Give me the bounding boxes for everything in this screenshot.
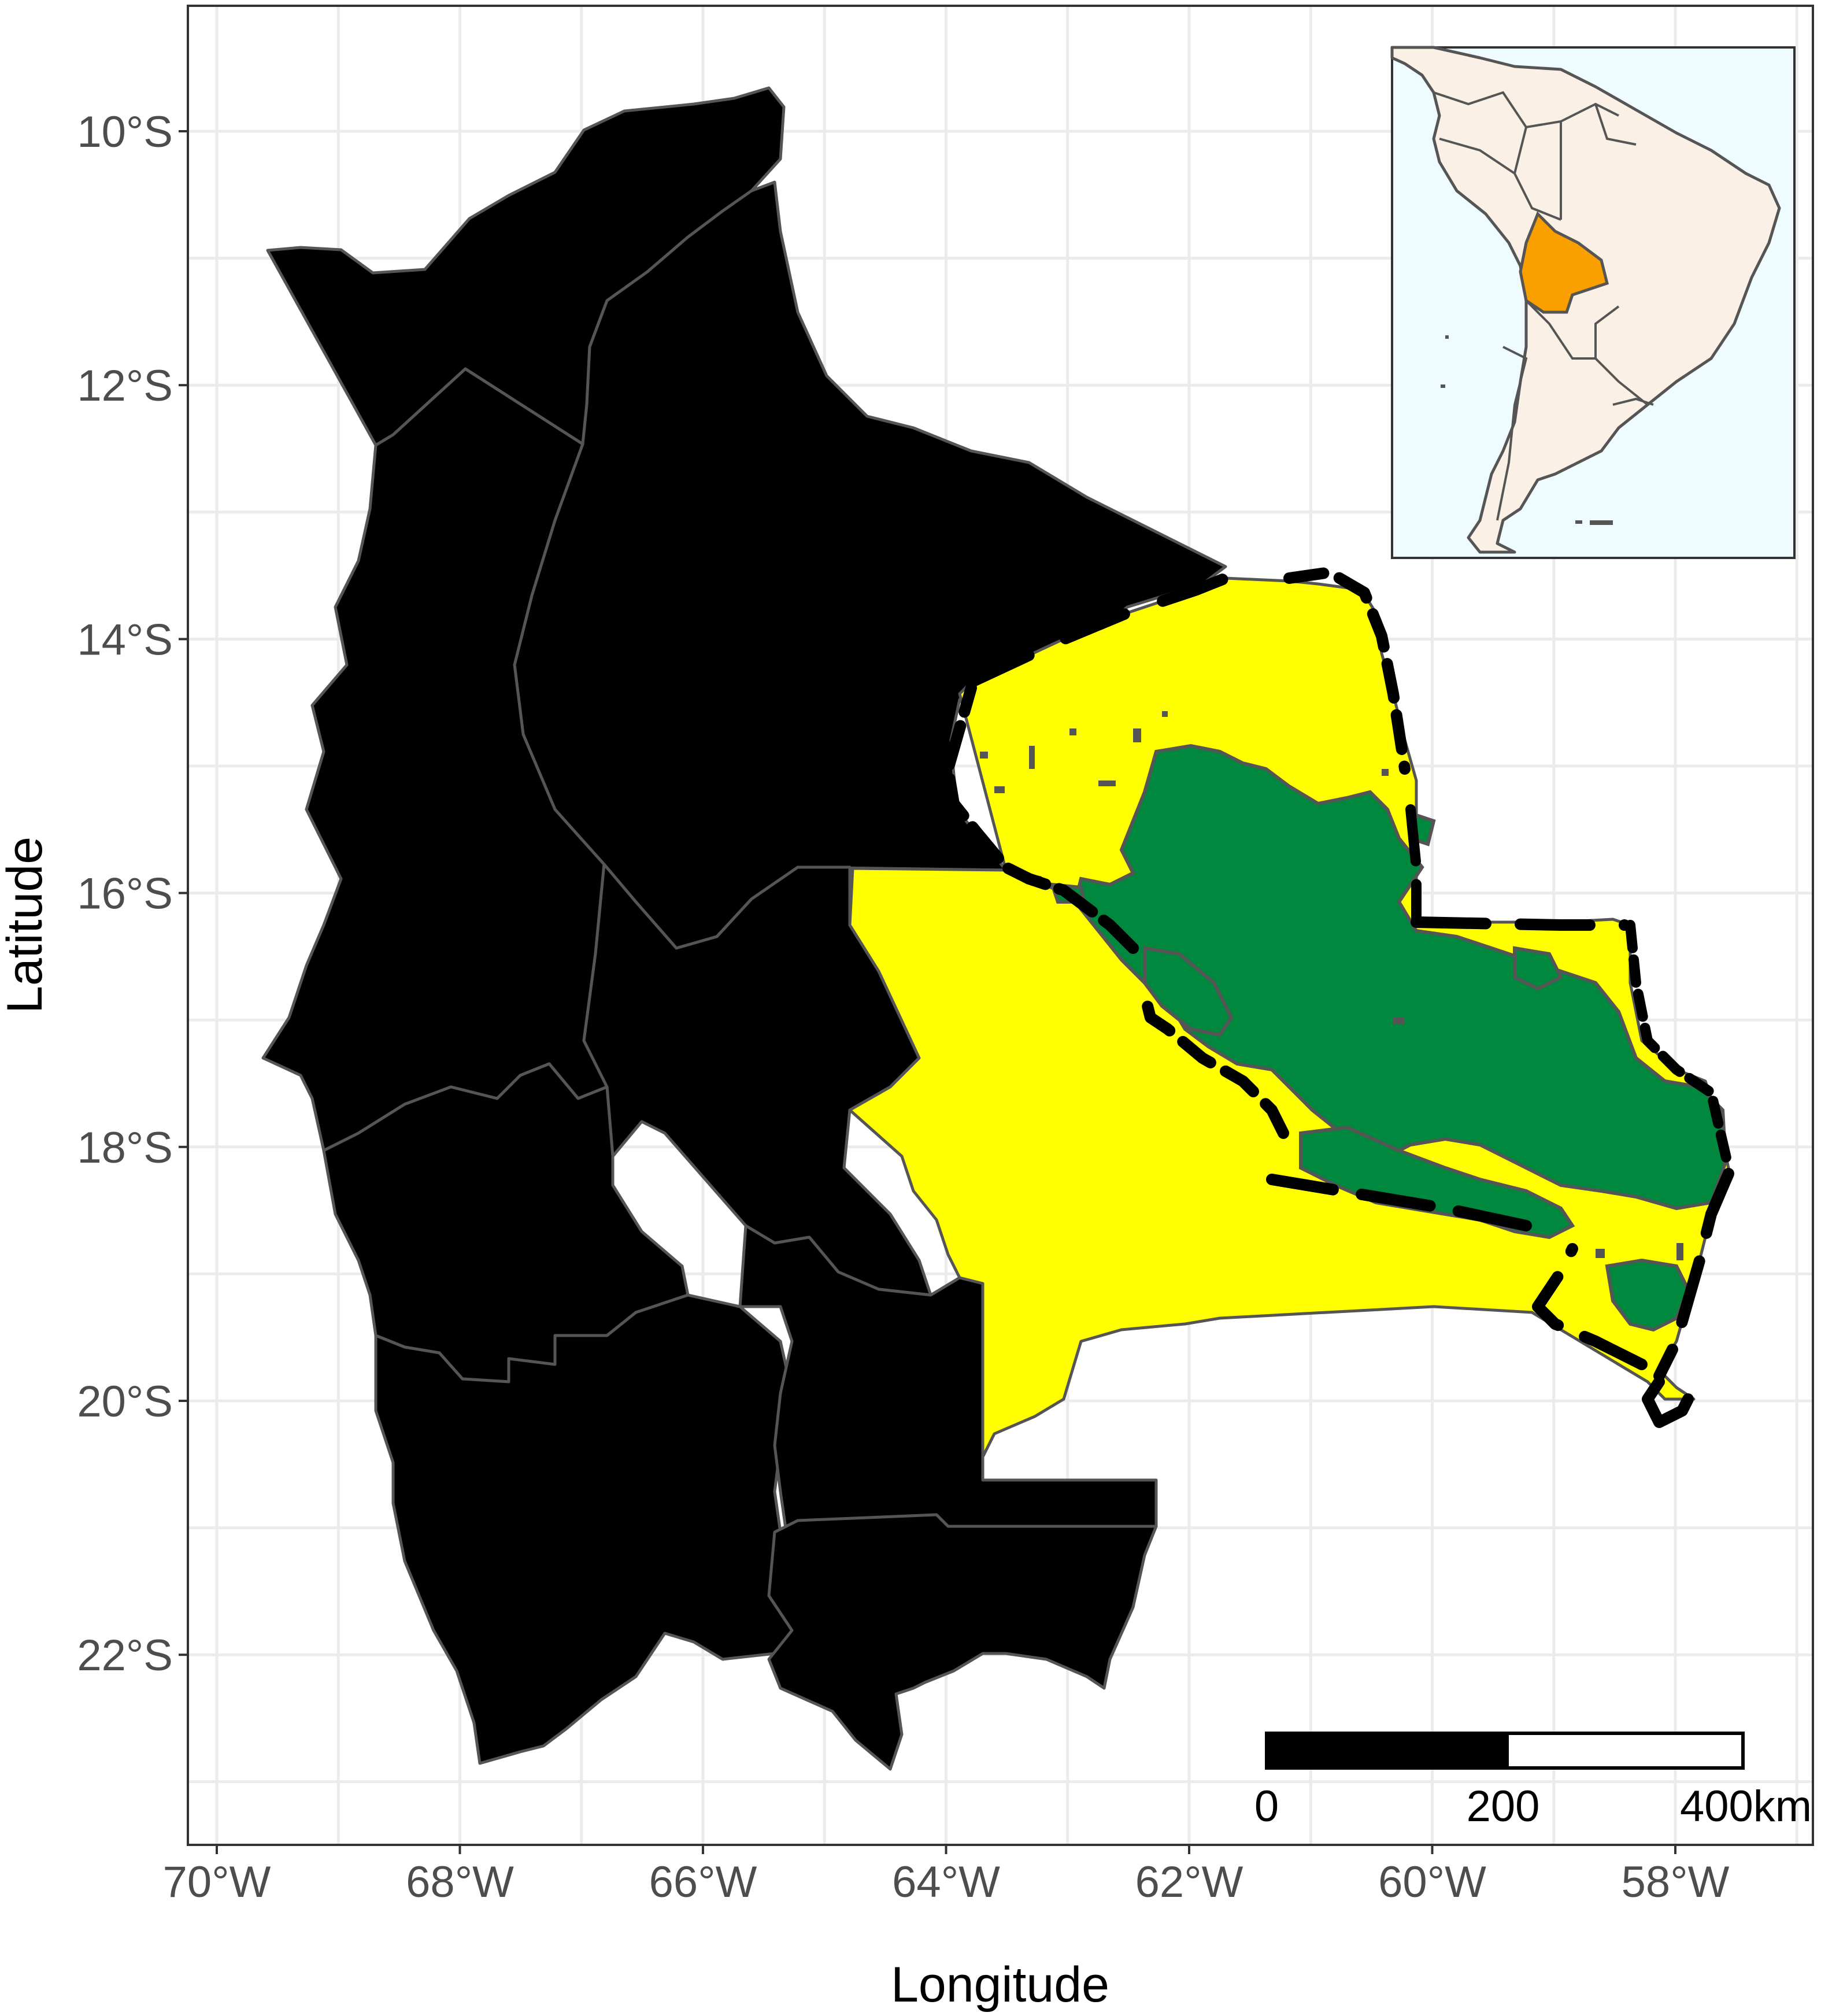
department-tarija [767, 1513, 1158, 1771]
y-tick-label: 14°S [77, 615, 173, 664]
study-area-outline-east-drop [1405, 804, 1422, 924]
scale-bar-black-segment [1265, 1732, 1509, 1770]
study-area-outline-east [1625, 920, 1734, 1173]
inset-border [1496, 346, 1528, 521]
forest-patch-west [1143, 946, 1234, 1037]
speck [980, 752, 988, 759]
inset-borders [1433, 91, 1654, 521]
study-area-outline-southern-tip [1642, 1376, 1694, 1428]
inset-island [1590, 520, 1613, 525]
x-axis-title: Longitude [891, 1957, 1109, 2013]
speck [1393, 1018, 1405, 1024]
study-area-outline-northeast [1283, 567, 1411, 775]
inset-border [1612, 397, 1654, 406]
inset-south-america [1390, 46, 1781, 554]
y-tick-label: 20°S [77, 1377, 173, 1426]
x-axis-ticks: 70°W 68°W 66°W 64°W 62°W 60°W 58°W [163, 1845, 1730, 1907]
x-tick-label: 66°W [649, 1858, 757, 1907]
speck [1676, 1243, 1683, 1260]
x-tick-label: 60°W [1378, 1858, 1486, 1907]
y-tick-label: 12°S [77, 361, 173, 410]
inset-map [1390, 46, 1796, 559]
inset-islands [1441, 335, 1613, 525]
department-cochabamba [582, 863, 932, 1297]
x-tick-label: 64°W [892, 1858, 1000, 1907]
x-tick-label: 68°W [406, 1858, 514, 1907]
scale-bar-label-0: 0 [1254, 1782, 1279, 1831]
department-boundary-line [464, 367, 584, 446]
forest-patch-main [1073, 743, 1728, 1211]
x-tick-label: 62°W [1135, 1858, 1243, 1907]
speck [1162, 711, 1168, 717]
speck [1069, 728, 1076, 735]
y-tick-label: 16°S [77, 870, 173, 919]
inset-island [1445, 335, 1449, 339]
speck [1596, 1249, 1605, 1258]
scale-bar-white-segment [1505, 1732, 1745, 1770]
forest-patches-layer [1049, 743, 1728, 1332]
study-area-outline-southeast [1653, 1168, 1734, 1382]
study-area-outline-west-lower [1139, 989, 1289, 1139]
inset-border [1594, 103, 1637, 146]
scale-bar-label-200: 200 [1467, 1782, 1540, 1831]
inset-bolivia [1519, 211, 1609, 314]
speck [1098, 780, 1116, 786]
y-tick-label: 10°S [77, 108, 173, 157]
study-area-outline [942, 567, 1734, 1428]
study-area-outline-south [1532, 1243, 1648, 1370]
inset-border [1525, 299, 1596, 360]
y-tick-label: 22°S [77, 1631, 173, 1680]
x-tick-label: 58°W [1622, 1858, 1730, 1907]
study-area-outline-east-jog [1411, 916, 1630, 931]
scale-bar: 0 200 400km [1254, 1732, 1812, 1831]
inset-border [1513, 127, 1527, 174]
inset-island [1575, 520, 1582, 524]
speck [1382, 769, 1389, 776]
y-axis-title: Latitude [0, 837, 53, 1013]
departments-layer [261, 86, 1227, 1771]
x-tick-label: 70°W [163, 1858, 271, 1907]
study-area-outline-southwest [1266, 1174, 1532, 1231]
scale-bar-label-400km: 400km [1680, 1782, 1812, 1831]
forest-patch-small-1 [1513, 946, 1564, 991]
speck [1029, 746, 1035, 769]
grey-specks [980, 711, 1683, 1260]
speck [994, 786, 1005, 793]
y-axis-ticks: 10°S 12°S 14°S 16°S 18°S 20°S 22°S [77, 108, 188, 1680]
study-area-outline-north [965, 572, 1231, 688]
inset-island [1441, 384, 1445, 388]
speck [1133, 728, 1141, 742]
plot-border [187, 5, 1814, 1846]
y-tick-label: 18°S [77, 1123, 173, 1172]
study-area-outline-west [942, 682, 1139, 954]
forest-patch-southeast [1605, 1258, 1690, 1332]
